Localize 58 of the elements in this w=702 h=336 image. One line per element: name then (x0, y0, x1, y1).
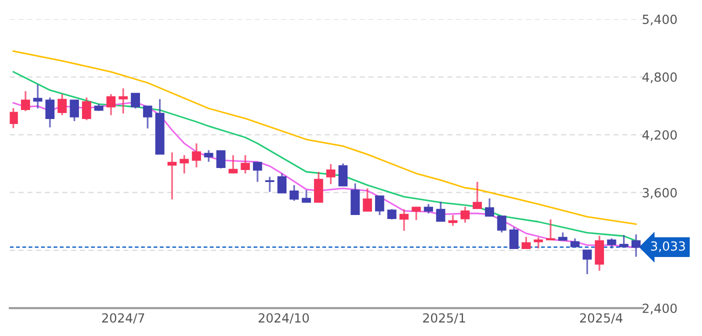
candlestick (228, 154, 238, 174)
candlestick (118, 88, 128, 114)
x-tick-label: 2024/7 (102, 313, 144, 324)
candlestick (20, 90, 30, 112)
candlestick (130, 92, 140, 110)
candlestick (424, 203, 434, 214)
candlestick (167, 152, 177, 200)
candlestick (204, 149, 214, 163)
candlestick (387, 208, 396, 220)
candlestick (460, 206, 470, 224)
candlestick (594, 234, 604, 272)
candlestick (522, 236, 531, 250)
candlestick (326, 163, 336, 185)
candlestick (509, 226, 519, 250)
x-tick-label: 2025/4 (580, 313, 622, 324)
candlestick (582, 249, 592, 275)
y-tick-label: 3,600 (642, 188, 677, 199)
candlestick (143, 105, 152, 130)
candlestick (362, 188, 372, 212)
candlestick (192, 142, 202, 168)
candlestick (290, 184, 299, 202)
candlestick (45, 96, 55, 128)
candlestick (314, 170, 324, 203)
candlestick (106, 93, 116, 116)
line-series (12, 50, 637, 225)
candlestick (375, 195, 384, 216)
candlestick (338, 162, 348, 187)
candlestick (10, 107, 18, 130)
candlestick (399, 208, 409, 232)
candlestick (619, 234, 628, 248)
candlestick (252, 162, 262, 183)
y-tick-label: 4,200 (642, 130, 677, 141)
y-tick-label: 4,800 (642, 72, 677, 84)
x-tick-label: 2025/1 (423, 313, 466, 324)
x-tick-label: 2024/10 (258, 313, 309, 324)
candlestick (631, 234, 641, 258)
y-tick-label: 2,400 (642, 304, 677, 314)
candlestick (497, 215, 506, 234)
candlestick (546, 218, 556, 241)
candlestick (70, 99, 79, 122)
candlestick (484, 198, 494, 217)
candlestick (216, 150, 226, 170)
candlestick (265, 176, 274, 193)
y-tick-label: 5,400 (642, 14, 677, 26)
candlestick (82, 96, 92, 121)
candlestick (534, 236, 543, 250)
candlestick (472, 181, 482, 210)
candlestick (302, 189, 311, 203)
ref-line-label: 3,033 (651, 241, 685, 252)
candlestick (607, 238, 616, 250)
candlestick (448, 214, 458, 227)
candlestick (412, 206, 421, 221)
candlestick (33, 84, 42, 110)
candlestick (240, 154, 250, 174)
candlestick (277, 172, 287, 194)
candlestick (436, 200, 446, 222)
candlestick (180, 154, 189, 174)
candlestick (58, 93, 67, 116)
